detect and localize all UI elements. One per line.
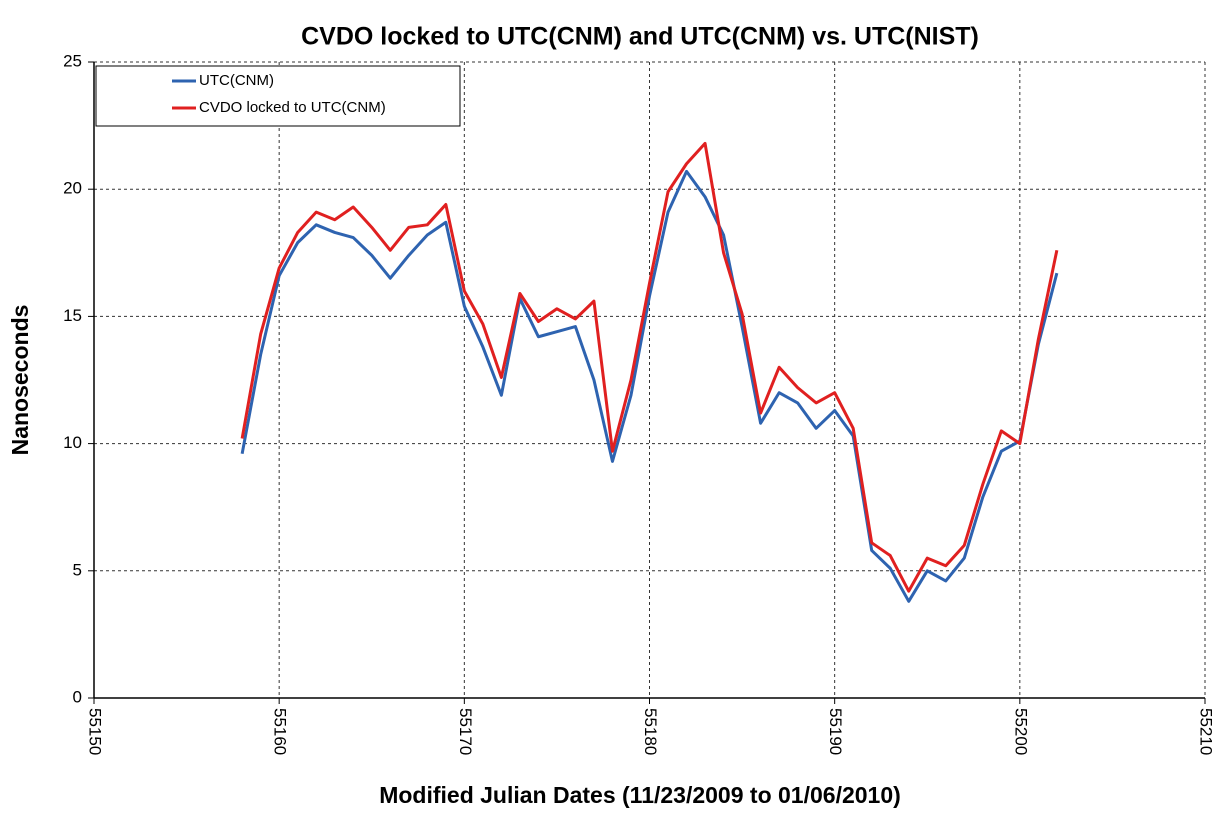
x-axis-label: Modified Julian Dates (11/23/2009 to 01/… xyxy=(379,782,901,808)
y-tick-label: 0 xyxy=(73,687,82,706)
x-tick-label: 55210 xyxy=(1197,708,1215,755)
y-axis-label: Nanoseconds xyxy=(7,305,33,456)
series-line xyxy=(240,169,1059,603)
x-tick-label: 55170 xyxy=(456,708,475,755)
legend-box xyxy=(95,65,461,127)
x-tick-label: 55200 xyxy=(1011,708,1030,755)
x-tick-label: 55160 xyxy=(271,708,290,755)
series-line xyxy=(240,141,1059,593)
x-tick-label: 55180 xyxy=(641,708,660,755)
x-tick-label: 55190 xyxy=(826,708,845,755)
legend-label: UTC(CNM) xyxy=(199,72,274,89)
y-tick-label: 15 xyxy=(63,306,82,325)
y-tick-label: 25 xyxy=(63,51,82,70)
y-tick-label: 10 xyxy=(63,433,82,452)
x-tick-label: 55150 xyxy=(86,708,105,755)
y-tick-label: 5 xyxy=(73,560,82,579)
y-tick-label: 20 xyxy=(63,179,82,198)
legend-label: CVDO locked to UTC(CNM) xyxy=(199,99,386,116)
chart-title: CVDO locked to UTC(CNM) and UTC(CNM) vs.… xyxy=(301,23,979,51)
